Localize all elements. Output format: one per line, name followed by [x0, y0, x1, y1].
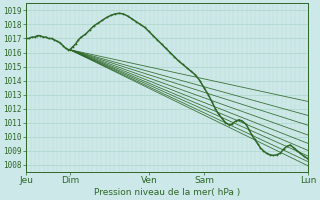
X-axis label: Pression niveau de la mer( hPa ): Pression niveau de la mer( hPa ): [94, 188, 240, 197]
